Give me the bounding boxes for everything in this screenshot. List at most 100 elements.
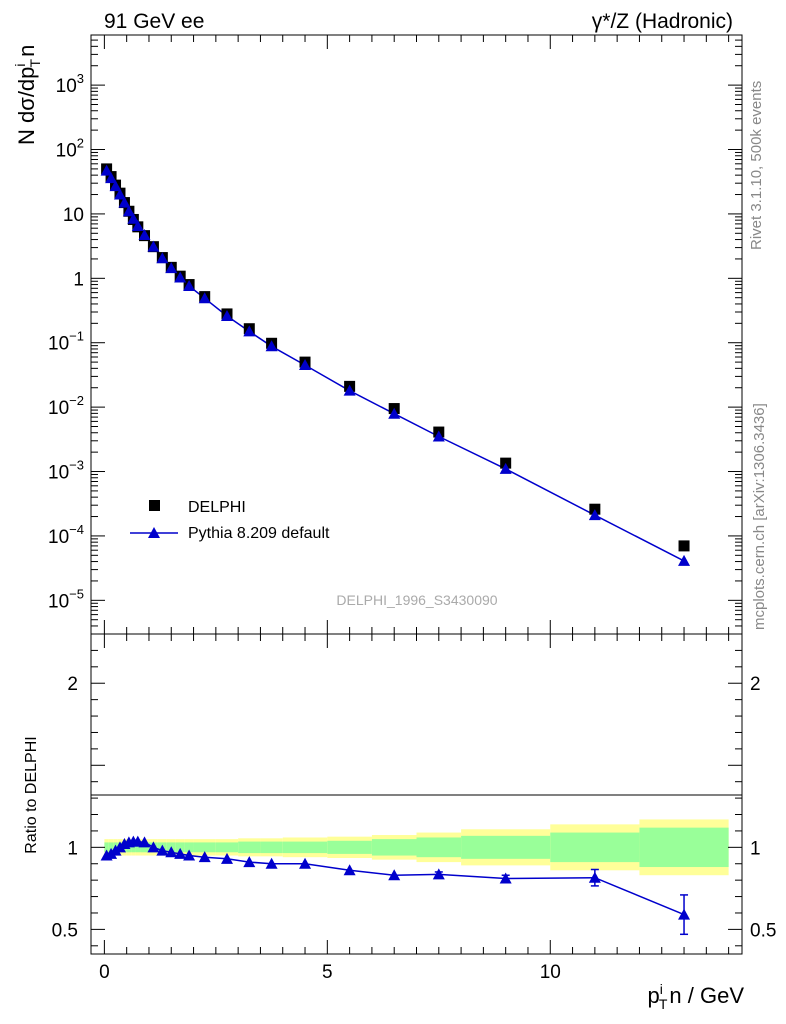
ratio-point bbox=[147, 841, 160, 853]
inner-band bbox=[104, 842, 109, 853]
ratio-point bbox=[174, 847, 187, 859]
inner-band bbox=[215, 842, 239, 853]
uncertainty-bands bbox=[104, 819, 729, 876]
mc-point bbox=[156, 252, 169, 264]
x-tick-labels: 0 5 10 bbox=[99, 962, 561, 983]
legend-mc-marker bbox=[148, 527, 160, 538]
ratio-point bbox=[156, 844, 169, 856]
ratio-y-tick-label: 2 bbox=[67, 674, 78, 695]
mc-points bbox=[100, 164, 691, 566]
mc-point bbox=[588, 509, 601, 521]
inner-band bbox=[135, 842, 141, 853]
mc-point bbox=[299, 359, 312, 371]
inner-band bbox=[416, 837, 462, 858]
mc-point bbox=[147, 240, 160, 252]
ratio-frame bbox=[90, 633, 743, 955]
mc-point bbox=[105, 172, 118, 184]
ratio-mc-points bbox=[100, 835, 691, 936]
mc-point bbox=[131, 219, 144, 231]
inner-band bbox=[461, 835, 551, 859]
inner-band bbox=[327, 840, 372, 854]
mc-point bbox=[183, 279, 196, 291]
main-y-tick-label: 10−2 bbox=[48, 393, 84, 419]
legend-data-label: DELPHI bbox=[188, 499, 246, 516]
inner-band bbox=[108, 842, 114, 853]
ratio-y-tick-labels: 0.5 0.5 1 1 2 2 bbox=[52, 674, 777, 941]
mc-point bbox=[165, 262, 178, 274]
ratio-point bbox=[198, 851, 211, 863]
main-y-tick-label: 10−3 bbox=[48, 458, 84, 484]
x-tick-label: 5 bbox=[322, 962, 333, 983]
mc-point bbox=[122, 205, 135, 217]
mc-point bbox=[174, 271, 187, 283]
mc-point bbox=[678, 554, 691, 566]
ratio-point bbox=[588, 871, 601, 883]
ratio-point bbox=[678, 908, 691, 920]
ratio-y-tick-label-right: 0.5 bbox=[750, 920, 776, 941]
ratio-point bbox=[183, 849, 196, 861]
main-y-tick-label: 1 bbox=[73, 269, 84, 290]
main-frame bbox=[90, 34, 743, 635]
inner-band bbox=[175, 842, 185, 853]
inner-band bbox=[260, 841, 283, 854]
ratio-point bbox=[499, 872, 512, 884]
main-y-tick-label: 10−4 bbox=[48, 522, 84, 548]
mc-point bbox=[109, 180, 122, 192]
mc-point bbox=[127, 212, 140, 224]
ratio-point bbox=[299, 857, 312, 869]
mc-point bbox=[388, 407, 401, 419]
main-y-tick-label: 10−5 bbox=[48, 586, 84, 612]
inner-band bbox=[193, 842, 216, 853]
inner-band bbox=[639, 827, 729, 868]
mc-point bbox=[138, 229, 151, 241]
mc-point bbox=[432, 430, 445, 442]
inner-band bbox=[550, 832, 640, 863]
inner-band bbox=[184, 842, 194, 853]
header-left: 91 GeV ee bbox=[104, 10, 204, 33]
main-y-tick-label: 102 bbox=[56, 136, 84, 162]
ratio-point bbox=[388, 869, 401, 881]
mc-point bbox=[220, 309, 233, 321]
ratio-y-tick-label-right: 1 bbox=[750, 838, 761, 859]
ratio-panel: 0.5 0.5 1 1 2 2 0 5 10 bbox=[52, 633, 777, 983]
ratio-y-tick-label-right: 2 bbox=[750, 674, 761, 695]
header-right: γ*/Z (Hadronic) bbox=[592, 10, 733, 33]
x-tick-label: 0 bbox=[99, 962, 110, 983]
legend: DELPHI Pythia 8.209 default bbox=[130, 499, 330, 542]
main-ticks bbox=[91, 34, 742, 635]
inner-band bbox=[371, 839, 417, 856]
ratio-y-tick-label: 0.5 bbox=[52, 920, 78, 941]
legend-mc-label: Pythia 8.209 default bbox=[188, 525, 330, 542]
inner-band bbox=[282, 841, 328, 854]
main-y-tick-label: 103 bbox=[56, 71, 84, 97]
main-panel: 10−5 10−4 10−3 10−2 10−1 1 10 102 103 bbox=[48, 34, 743, 635]
ratio-y-tick-label: 1 bbox=[67, 838, 78, 859]
mc-point bbox=[118, 196, 131, 208]
mc-point bbox=[100, 164, 113, 176]
ratio-point bbox=[165, 846, 178, 858]
main-y-tick-label: 10 bbox=[63, 205, 84, 226]
ratio-point bbox=[265, 857, 278, 869]
ratio-point bbox=[138, 836, 151, 848]
ratio-y-axis-label: Ratio to DELPHI bbox=[23, 736, 40, 853]
inner-band bbox=[238, 841, 261, 854]
data-points bbox=[101, 163, 690, 552]
mcplots-label: mcplots.cern.ch [arXiv:1306.3436] bbox=[751, 403, 768, 630]
main-y-axis-label: N dσ/dpiTn bbox=[12, 45, 43, 145]
rivet-label: Rivet 3.1.10, 500k events bbox=[748, 81, 765, 250]
ratio-point bbox=[243, 856, 256, 868]
mc-point bbox=[243, 325, 256, 337]
ratio-point bbox=[432, 868, 445, 880]
mc-point bbox=[113, 188, 126, 200]
main-y-tick-label: 10−1 bbox=[48, 329, 84, 355]
ratio-ticks bbox=[91, 634, 742, 954]
ratio-point bbox=[220, 852, 233, 864]
ratio-point bbox=[343, 864, 356, 876]
mc-point bbox=[343, 384, 356, 396]
x-axis-label: pi Tn / GeV bbox=[647, 981, 744, 1012]
main-y-tick-labels: 10−5 10−4 10−3 10−2 10−1 1 10 102 103 bbox=[48, 71, 84, 612]
analysis-id: DELPHI_1996_S3430090 bbox=[336, 592, 497, 608]
data-point bbox=[678, 540, 690, 552]
x-tick-label: 10 bbox=[540, 962, 561, 983]
